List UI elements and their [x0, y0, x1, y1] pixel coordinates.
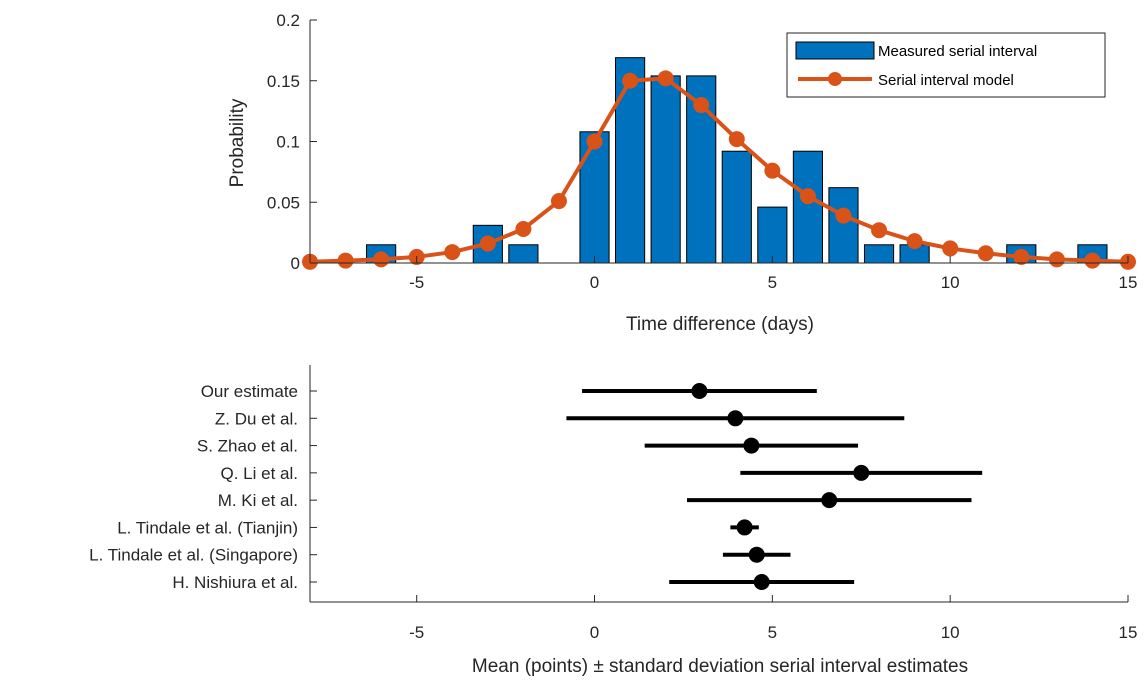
legend-bar-swatch — [795, 41, 875, 60]
estimate-mean-point — [753, 574, 770, 590]
estimate-category-label: Z. Du et al. — [215, 409, 298, 428]
estimate-category-label: L. Tindale et al. (Tianjin) — [117, 518, 298, 537]
legend: Measured serial interval Serial interval… — [786, 32, 1106, 98]
legend-label-model: Serial interval model — [878, 72, 1014, 89]
top-y-tick-label: 0 — [291, 254, 300, 273]
top-x-tick-label: 15 — [1119, 273, 1138, 292]
top-y-tick-label: 0.05 — [267, 193, 300, 212]
estimates-chart: -5 0 5 10 15 Our estimate Z. Du et al. S. Zhao… — [89, 365, 1137, 677]
estimate-mean-point — [691, 383, 708, 399]
bar — [863, 244, 895, 264]
bottom-x-axis-label: Mean (points) ± standard deviation seria… — [472, 656, 968, 677]
model-point — [1048, 251, 1065, 268]
estimate-category-label: M. Ki et al. — [218, 491, 298, 510]
histogram-chart: -5 0 5 10 15 0 0.05 0.1 0.15 0.2 Time difference … — [227, 11, 1137, 335]
model-point — [906, 233, 923, 250]
model-point — [835, 207, 852, 224]
model-point — [479, 235, 496, 252]
model-point — [977, 245, 994, 262]
estimate-category-label: S. Zhao et al. — [197, 437, 298, 456]
model-point — [373, 251, 390, 268]
model-point — [657, 70, 674, 87]
estimate-mean-point — [821, 492, 838, 509]
model-point — [693, 97, 710, 114]
bar — [828, 187, 859, 264]
model-point — [799, 188, 816, 205]
top-axes: -5 0 5 10 15 0 0.05 0.1 0.15 0.2 — [267, 11, 1138, 292]
top-x-axis-label: Time difference (days) — [626, 314, 814, 335]
model-point — [550, 193, 567, 210]
bottom-x-tick-label: 10 — [941, 623, 960, 642]
estimate-category-label: Q. Li et al. — [221, 464, 298, 483]
bar — [757, 206, 788, 264]
top-y-tick-label: 0.15 — [267, 72, 300, 91]
estimate-errorbars — [566, 383, 983, 590]
top-x-tick-label: -5 — [409, 273, 424, 292]
model-point — [1013, 248, 1030, 265]
bottom-x-tick-label: 5 — [768, 623, 777, 642]
model-point — [444, 244, 461, 261]
model-point — [871, 222, 888, 239]
bottom-x-tick-label: -5 — [409, 623, 424, 642]
model-point — [764, 162, 781, 179]
bar — [650, 75, 681, 264]
estimate-mean-point — [736, 519, 753, 536]
line-series-model — [302, 70, 1136, 270]
estimate-mean-point — [727, 410, 744, 427]
top-x-tick-label: 10 — [941, 273, 960, 292]
bottom-x-tick-label: 15 — [1119, 623, 1138, 642]
model-point — [728, 131, 745, 148]
bar — [721, 150, 752, 264]
bar — [615, 57, 646, 264]
bottom-x-tick-label: 0 — [590, 623, 599, 642]
estimate-mean-point — [748, 546, 765, 563]
estimate-mean-point — [853, 464, 870, 481]
top-x-tick-label: 0 — [590, 273, 599, 292]
model-line — [309, 76, 1129, 264]
legend-marker-swatch — [828, 72, 842, 86]
model-point — [942, 240, 959, 257]
estimate-category-label: H. Nishiura et al. — [172, 573, 298, 592]
model-point — [337, 252, 354, 269]
legend-label-measured: Measured serial interval — [878, 43, 1037, 60]
model-point — [586, 133, 603, 150]
estimate-category-label: L. Tindale et al. (Singapore) — [89, 546, 298, 565]
bar — [792, 150, 823, 264]
bar — [508, 244, 539, 264]
top-y-axis-label: Probability — [227, 98, 248, 187]
top-y-tick-label: 0.2 — [276, 11, 300, 30]
estimate-category-labels: Our estimate Z. Du et al. S. Zhao et al. Q.… — [89, 382, 298, 592]
bottom-axes: -5 0 5 10 15 — [309, 365, 1138, 642]
top-y-tick-label: 0.1 — [276, 133, 300, 152]
estimate-mean-point — [743, 437, 760, 454]
model-point — [515, 220, 532, 237]
top-x-tick-label: 5 — [768, 273, 777, 292]
bar — [579, 131, 610, 264]
model-point — [1084, 252, 1101, 269]
estimate-category-label: Our estimate — [201, 382, 298, 401]
model-point — [622, 72, 639, 89]
